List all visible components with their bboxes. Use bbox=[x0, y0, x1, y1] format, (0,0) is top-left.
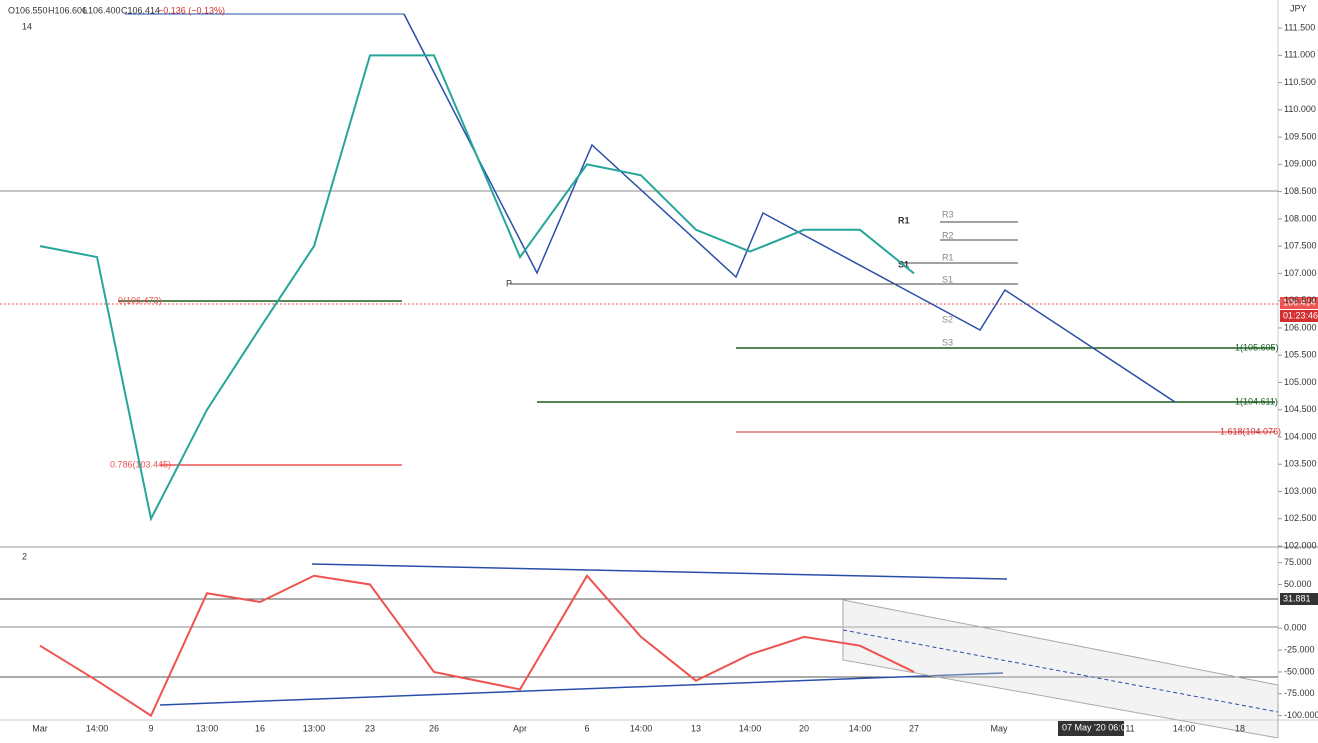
pivot-label: S1 bbox=[942, 274, 953, 284]
ohlc: H106.606 bbox=[48, 5, 87, 15]
x-tick-label: 14:00 bbox=[630, 723, 653, 733]
fib-label: 1(104.611) bbox=[1235, 396, 1278, 406]
y-tick-label: 107.500 bbox=[1284, 241, 1317, 251]
cursor-date-bg bbox=[1058, 721, 1124, 736]
x-tick-label: 23 bbox=[365, 723, 375, 733]
x-tick-label: 27 bbox=[909, 723, 919, 733]
ohlc: O106.550 bbox=[8, 5, 48, 15]
pivot-label: R3 bbox=[942, 209, 954, 219]
price-tag-bg bbox=[1280, 297, 1318, 309]
y-tick-label: 75.000 bbox=[1284, 557, 1312, 567]
y-tick-label: 108.500 bbox=[1284, 186, 1317, 196]
countdown-bg bbox=[1280, 310, 1318, 322]
interval[interactable]: 14 bbox=[22, 21, 32, 31]
trend-line bbox=[159, 672, 1004, 706]
x-tick-label: 13 bbox=[691, 723, 701, 733]
channel-mid bbox=[842, 629, 1279, 713]
y-tick-label: 102.500 bbox=[1284, 513, 1317, 523]
y-tick-label: 107.000 bbox=[1284, 268, 1317, 278]
ohlc: L106.400 bbox=[83, 5, 121, 15]
pivot-label: S3 bbox=[942, 337, 953, 347]
price-tag: 106.414 bbox=[1283, 297, 1316, 307]
value-tag-bg bbox=[1280, 593, 1318, 605]
y-tick-label: 105.500 bbox=[1284, 350, 1317, 360]
series-line bbox=[39, 574, 915, 718]
x-tick-label: 26 bbox=[429, 723, 439, 733]
zigzag bbox=[403, 13, 1176, 403]
y-tick-label: 105.000 bbox=[1284, 377, 1317, 387]
x-tick-label: 20 bbox=[799, 723, 809, 733]
y-tick-label: 108.000 bbox=[1284, 213, 1317, 223]
x-tick-label: 13:00 bbox=[196, 723, 219, 733]
y-tick-label: 110.500 bbox=[1284, 77, 1316, 87]
ohlc: C106.414 bbox=[121, 5, 160, 15]
x-tick-label: 13:00 bbox=[303, 723, 326, 733]
x-tick-label: 14:00 bbox=[849, 723, 872, 733]
pivot-lines bbox=[510, 221, 1018, 285]
x-tick-label: 9 bbox=[148, 723, 153, 733]
y-tick-label: 103.000 bbox=[1284, 486, 1317, 496]
y-tick-label: 110.000 bbox=[1284, 104, 1316, 114]
y-tick-label: 106.500 bbox=[1284, 295, 1317, 305]
pivot-label: R1 bbox=[898, 215, 910, 225]
y-tick-label: 109.500 bbox=[1284, 131, 1317, 141]
x-tick-label: 16 bbox=[255, 723, 265, 733]
y-tick-label: 111.000 bbox=[1284, 50, 1315, 60]
y-tick-label: 50.000 bbox=[1284, 579, 1312, 589]
y-tick-label: 111.500 bbox=[1284, 22, 1315, 32]
pivot-label: R2 bbox=[942, 230, 954, 240]
y-tick-label: 109.000 bbox=[1284, 159, 1317, 169]
trend-line bbox=[311, 563, 1008, 580]
x-tick-label: 6 bbox=[584, 723, 589, 733]
y-tick-label: 106.000 bbox=[1284, 322, 1317, 332]
x-tick-label: 11 bbox=[1125, 723, 1134, 733]
pivot-label: P bbox=[506, 278, 512, 288]
y-tick-label: -100.000 bbox=[1284, 710, 1318, 720]
fib-label: 0(106.473) bbox=[118, 295, 162, 305]
y-tick-label: 102.000 bbox=[1284, 540, 1317, 550]
y-tick-label: 103.500 bbox=[1284, 459, 1317, 469]
value-tag: 31.881 bbox=[1283, 593, 1311, 603]
y-tick-label: -25.000 bbox=[1284, 644, 1315, 654]
x-tick-label: Apr bbox=[513, 723, 527, 733]
y-tick-label: -75.000 bbox=[1284, 688, 1315, 698]
fib-label: 1(105.605) bbox=[1235, 342, 1279, 352]
fib-label: 1.618(104.076) bbox=[1220, 426, 1281, 436]
x-tick-label: May bbox=[990, 723, 1008, 733]
interval[interactable]: 2 bbox=[22, 551, 27, 561]
y-tick-label: -50.000 bbox=[1284, 666, 1315, 676]
cursor-date: 07 May '20 06:00 bbox=[1062, 722, 1131, 732]
x-tick-label: Mar bbox=[32, 723, 48, 733]
y-tick-label: 104.500 bbox=[1284, 404, 1317, 414]
ohlc-change: −0.136 (−0.13%) bbox=[158, 5, 225, 15]
x-tick-label: 14:00 bbox=[86, 723, 109, 733]
pivot-label: S2 bbox=[942, 314, 953, 324]
y-tick-label: 0.000 bbox=[1284, 623, 1307, 633]
pivot-label: R1 bbox=[942, 252, 954, 262]
x-tick-label: 14:00 bbox=[1173, 723, 1196, 733]
x-tick-label: 14:00 bbox=[739, 723, 762, 733]
series-line bbox=[39, 54, 915, 522]
x-tick-label: 18 bbox=[1235, 723, 1245, 733]
axis-bg bbox=[1278, 0, 1318, 738]
countdown: 01:23:46 bbox=[1283, 310, 1318, 320]
y-tick-label: 104.000 bbox=[1284, 431, 1317, 441]
currency: JPY bbox=[1290, 3, 1307, 13]
